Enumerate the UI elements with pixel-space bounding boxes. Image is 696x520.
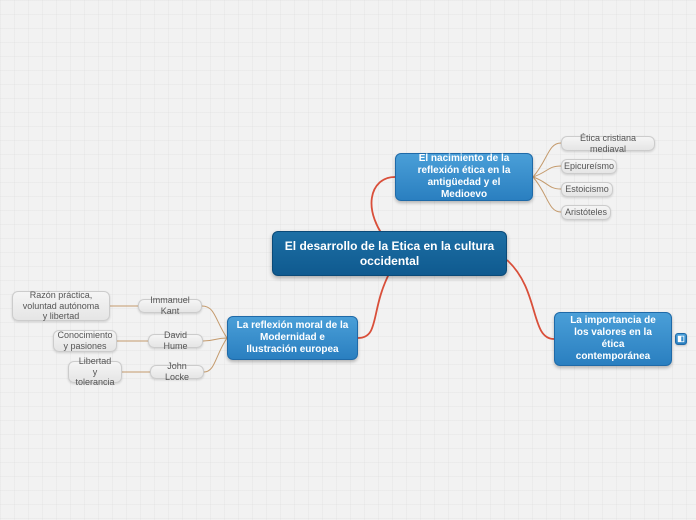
leaf-label: Razón práctica, voluntad autónoma y libe… [21,290,101,322]
leaf-epicureismo[interactable]: Epicureísmo [561,159,617,174]
attachment-icon[interactable]: ◧ [675,333,687,345]
branch-label: El nacimiento de la reflexión ética en l… [404,153,524,201]
leaf-hume-concept[interactable]: Conocimiento y pasiones [53,330,117,352]
leaf-estoicismo[interactable]: Estoicismo [561,182,613,197]
leaf-label: Estoicismo [565,184,609,195]
branch-label: La reflexión moral de la Modernidad e Il… [236,320,349,356]
leaf-hume[interactable]: David Hume [148,334,203,348]
leaf-kant[interactable]: Immanuel Kant [138,299,202,313]
central-label: El desarrollo de la Etica en la cultura … [281,239,498,268]
leaf-kant-concept[interactable]: Razón práctica, voluntad autónoma y libe… [12,291,110,321]
leaf-label: Ética cristiana mediaval [570,133,646,155]
branch-modernity[interactable]: La reflexión moral de la Modernidad e Il… [227,316,358,360]
branch-label: La importancia de los valores en la étic… [563,315,663,363]
leaf-label: Conocimiento y pasiones [57,330,112,352]
leaf-locke[interactable]: John Locke [150,365,204,379]
leaf-etica-cristiana[interactable]: Ética cristiana mediaval [561,136,655,151]
leaf-label: Immanuel Kant [147,295,193,317]
leaf-label: David Hume [157,330,194,352]
leaf-label: Libertad y tolerancia [75,356,114,388]
branch-antiquity[interactable]: El nacimiento de la reflexión ética en l… [395,153,533,201]
leaf-locke-concept[interactable]: Libertad y tolerancia [68,361,122,383]
central-node[interactable]: El desarrollo de la Etica en la cultura … [272,231,507,276]
leaf-label: Aristóteles [565,207,607,218]
branch-contemporary[interactable]: La importancia de los valores en la étic… [554,312,672,366]
leaf-aristoteles[interactable]: Aristóteles [561,205,611,220]
leaf-label: Epicureísmo [564,161,614,172]
leaf-label: John Locke [159,361,195,383]
